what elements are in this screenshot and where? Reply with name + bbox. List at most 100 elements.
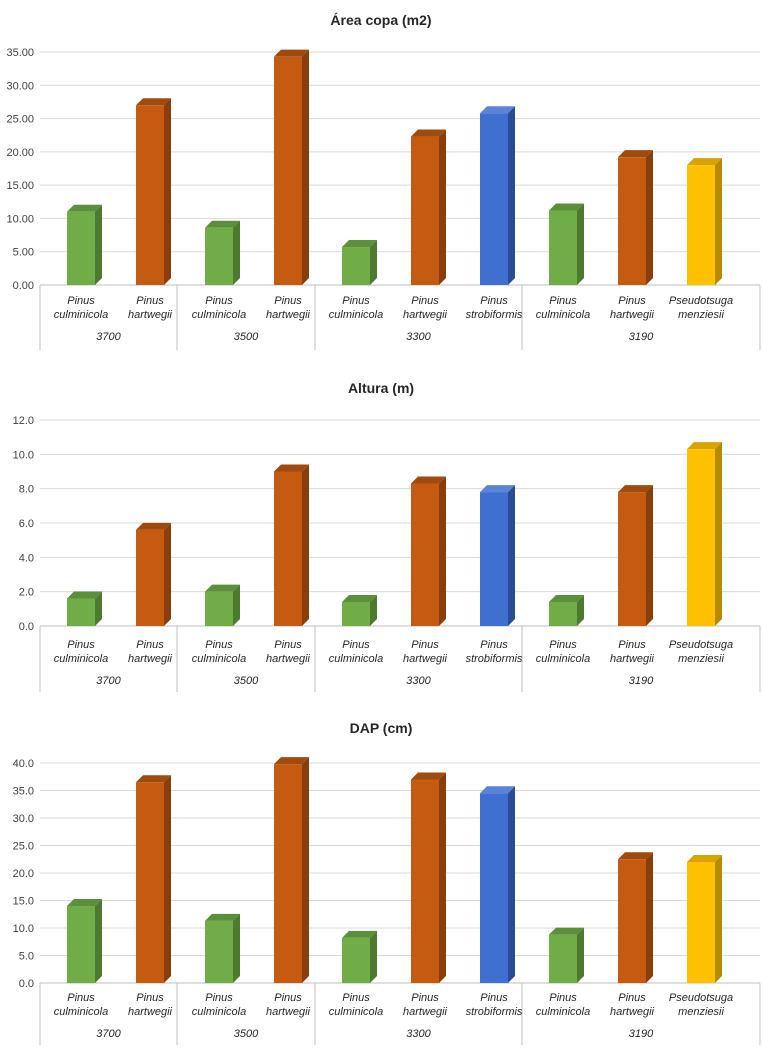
bar bbox=[67, 899, 102, 983]
bar-side bbox=[302, 49, 309, 285]
bar-side bbox=[646, 150, 653, 285]
y-tick-label: 5.00 bbox=[13, 247, 34, 259]
category-label-genus: Pinus bbox=[274, 295, 302, 307]
bar-top bbox=[274, 49, 309, 57]
bar-side bbox=[715, 855, 722, 983]
bar-side bbox=[439, 772, 446, 983]
group-label: 3190 bbox=[629, 1028, 654, 1040]
bar-front bbox=[274, 56, 302, 285]
bar bbox=[480, 485, 515, 626]
bar-front bbox=[67, 211, 95, 285]
category-label-genus: Pinus bbox=[274, 639, 302, 651]
group-label: 3300 bbox=[406, 675, 431, 687]
bar-front bbox=[549, 601, 577, 626]
category-label-genus: Pinus bbox=[480, 639, 508, 651]
category-label: Pinus culminicola bbox=[192, 992, 246, 1018]
category-label-genus: Pinus bbox=[480, 992, 508, 1004]
category-label-species: hartwegii bbox=[403, 653, 448, 665]
category-label-genus: Pinus bbox=[274, 992, 302, 1004]
bar bbox=[67, 591, 102, 626]
bar-side bbox=[646, 485, 653, 626]
category-label: Pinus hartwegii bbox=[128, 295, 173, 321]
category-label-genus: Pinus bbox=[342, 992, 370, 1004]
y-tick-label: 10.0 bbox=[13, 449, 34, 461]
bar-side bbox=[646, 852, 653, 983]
y-tick-label: 15.0 bbox=[13, 896, 34, 908]
category-label-species: strobiformis bbox=[466, 309, 523, 321]
bar-top bbox=[618, 150, 653, 158]
bar-top bbox=[618, 852, 653, 860]
bar-side bbox=[95, 591, 102, 626]
bar-side bbox=[95, 204, 102, 285]
bar-front bbox=[480, 492, 508, 626]
bar-top bbox=[342, 930, 377, 938]
chart-title: Área copa (m2) bbox=[330, 12, 431, 28]
category-label: Pinus culminicola bbox=[329, 295, 383, 321]
category-label: Pseudotsuga menziesii bbox=[669, 639, 733, 665]
category-label-species: culminicola bbox=[192, 1006, 246, 1018]
bar-front bbox=[411, 779, 439, 983]
category-label-species: hartwegii bbox=[266, 309, 311, 321]
bar-side bbox=[233, 220, 240, 285]
bar bbox=[67, 204, 102, 285]
y-tick-label: 0.0 bbox=[19, 978, 34, 990]
category-label-species: hartwegii bbox=[128, 309, 173, 321]
bar-top bbox=[480, 106, 515, 114]
bar-side bbox=[233, 584, 240, 626]
category-label: Pinus strobiformis bbox=[466, 295, 523, 321]
bar bbox=[549, 203, 584, 285]
category-label-species: culminicola bbox=[536, 309, 590, 321]
category-label-species: hartwegii bbox=[403, 309, 448, 321]
bar-side bbox=[164, 522, 171, 626]
category-label: Pinus culminicola bbox=[536, 639, 590, 665]
bar bbox=[136, 522, 171, 626]
bar-top bbox=[480, 786, 515, 794]
category-label-genus: Pinus bbox=[480, 295, 508, 307]
category-label: Pinus hartwegii bbox=[128, 639, 173, 665]
y-tick-label: 30.00 bbox=[6, 80, 34, 92]
bar-top bbox=[67, 204, 102, 212]
bar-side bbox=[302, 464, 309, 626]
bar bbox=[205, 584, 240, 626]
bar-front bbox=[342, 601, 370, 626]
bar-top bbox=[549, 203, 584, 211]
bar-side bbox=[508, 485, 515, 626]
bar-top bbox=[687, 855, 722, 862]
category-label-species: culminicola bbox=[54, 309, 108, 321]
group-label: 3300 bbox=[406, 1028, 431, 1040]
bar bbox=[480, 786, 515, 983]
bar-front bbox=[205, 227, 233, 285]
bar bbox=[687, 158, 722, 285]
bar bbox=[342, 594, 377, 626]
bar-front bbox=[342, 937, 370, 983]
category-label-genus: Pinus bbox=[136, 295, 164, 307]
bar-side bbox=[370, 930, 377, 983]
bar bbox=[205, 913, 240, 983]
bar bbox=[549, 927, 584, 983]
bar-top bbox=[67, 591, 102, 599]
y-tick-label: 12.0 bbox=[13, 415, 34, 427]
bar bbox=[618, 150, 653, 285]
bar-side bbox=[302, 757, 309, 983]
y-tick-label: 10.0 bbox=[13, 923, 34, 935]
bar-top bbox=[67, 899, 102, 906]
y-tick-label: 20.0 bbox=[13, 868, 34, 880]
category-label-species: menziesii bbox=[678, 309, 724, 321]
group-label: 3300 bbox=[406, 331, 431, 343]
category-label: Pinus hartwegii bbox=[266, 639, 311, 665]
bar-top bbox=[342, 240, 377, 248]
category-label: Pinus hartwegii bbox=[610, 295, 655, 321]
category-label-species: hartwegii bbox=[128, 653, 173, 665]
category-label-species: culminicola bbox=[192, 309, 246, 321]
category-label-genus: Pinus bbox=[205, 295, 233, 307]
category-label: Pinus strobiformis bbox=[466, 992, 523, 1018]
bar bbox=[136, 775, 171, 983]
bar bbox=[342, 240, 377, 285]
category-label: Pinus culminicola bbox=[54, 295, 108, 321]
category-label-genus: Pinus bbox=[342, 639, 370, 651]
bar-top bbox=[274, 464, 309, 472]
category-label-species: hartwegii bbox=[128, 1006, 173, 1018]
category-label-genus: Pinus bbox=[136, 992, 164, 1004]
category-label: Pinus culminicola bbox=[192, 639, 246, 665]
category-label-species: hartwegii bbox=[266, 1006, 311, 1018]
